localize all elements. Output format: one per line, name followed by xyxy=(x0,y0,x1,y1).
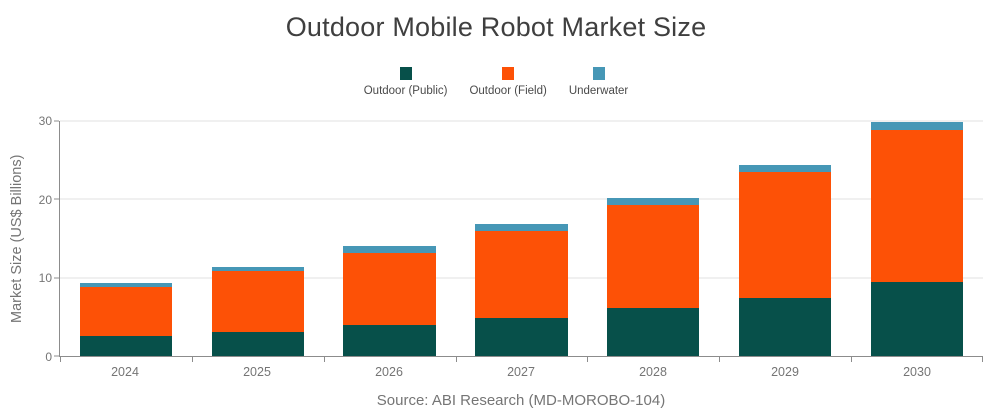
x-tick-label: 2029 xyxy=(771,365,799,379)
y-tick-label: 10 xyxy=(38,271,52,286)
legend-item: Outdoor (Field) xyxy=(469,67,547,97)
bar-segment xyxy=(607,197,700,205)
y-tick-label: 0 xyxy=(45,350,52,364)
y-tick-mark xyxy=(54,120,59,122)
stacked-bar-2030 xyxy=(870,121,964,356)
bar-segment xyxy=(607,204,700,309)
x-tick-mark xyxy=(719,357,721,362)
x-tick-label: 2024 xyxy=(111,365,139,379)
plot-area xyxy=(54,120,983,362)
legend: Outdoor (Public) Outdoor (Field) Underwa… xyxy=(0,67,992,97)
y-tick-mark xyxy=(54,198,59,200)
bar-segment xyxy=(475,231,568,318)
bar-segment xyxy=(79,283,173,288)
x-tick-label: 2030 xyxy=(903,365,931,379)
bar-segment xyxy=(870,282,964,356)
x-tick-mark xyxy=(587,357,589,362)
x-tick-label: 2025 xyxy=(243,365,271,379)
bar-segment xyxy=(870,130,964,283)
bar-slot xyxy=(587,121,719,356)
legend-swatch-outdoor-public-icon xyxy=(399,67,412,80)
stacked-bar-2028 xyxy=(607,121,700,356)
bar-slot xyxy=(851,121,983,356)
x-tick-mark xyxy=(191,357,193,362)
bar-slot xyxy=(192,121,324,356)
bar-segment xyxy=(739,164,832,172)
x-tick-label: 2028 xyxy=(639,365,667,379)
legend-label: Outdoor (Public) xyxy=(363,85,448,97)
y-tick-label: 30 xyxy=(38,114,52,128)
legend-item: Underwater xyxy=(569,67,628,97)
bar-segment xyxy=(739,298,832,356)
x-tick-mark xyxy=(60,357,61,362)
source-note: Source: ABI Research (MD-MOROBO-104) xyxy=(376,392,666,409)
bar-slot xyxy=(719,121,851,356)
x-tick-label: 2027 xyxy=(507,365,535,379)
bar-segment xyxy=(79,335,173,356)
bar-segment xyxy=(211,331,304,356)
legend-label: Outdoor (Field) xyxy=(469,85,547,97)
x-axis-labels: 2024 2025 2026 2027 2028 2029 2030 xyxy=(59,365,983,379)
y-tick-mark xyxy=(54,277,59,279)
bar-slot xyxy=(60,121,192,356)
bar-segment xyxy=(870,121,964,131)
x-tick-label: 2026 xyxy=(375,365,403,379)
legend-label: Underwater xyxy=(568,85,629,97)
x-tick-mark xyxy=(323,357,325,362)
stacked-bar-2025 xyxy=(211,121,304,356)
bar-segment xyxy=(211,270,304,332)
bar-segment xyxy=(475,224,568,232)
x-tick-mark xyxy=(455,357,457,362)
bar-segment xyxy=(343,324,436,356)
gridline xyxy=(60,198,983,200)
bar-segment xyxy=(607,308,700,356)
y-tick-label: 20 xyxy=(38,192,52,207)
chart-title: Outdoor Mobile Robot Market Size xyxy=(285,12,707,42)
gridline xyxy=(60,120,983,122)
bar-segment xyxy=(343,246,436,253)
y-axis: 0 10 20 30 xyxy=(0,115,52,363)
bar-segment xyxy=(211,266,304,271)
bar-segment xyxy=(343,252,436,325)
legend-swatch-underwater-icon xyxy=(592,67,605,80)
bar-slot xyxy=(324,121,456,356)
x-tick-mark xyxy=(851,357,853,362)
legend-item: Outdoor (Public) xyxy=(363,67,448,97)
legend-swatch-outdoor-field-icon xyxy=(502,67,515,80)
bar-segment xyxy=(475,317,568,356)
stacked-bar-2027 xyxy=(475,121,568,356)
x-tick-mark xyxy=(982,357,983,362)
bar-segment xyxy=(79,287,173,336)
stacked-bar-2029 xyxy=(739,121,832,356)
stacked-bar-2024 xyxy=(79,121,173,356)
bar-slot xyxy=(456,121,588,356)
stacked-bar-2026 xyxy=(343,121,436,356)
y-tick-mark xyxy=(54,355,59,357)
bar-segment xyxy=(739,171,832,299)
